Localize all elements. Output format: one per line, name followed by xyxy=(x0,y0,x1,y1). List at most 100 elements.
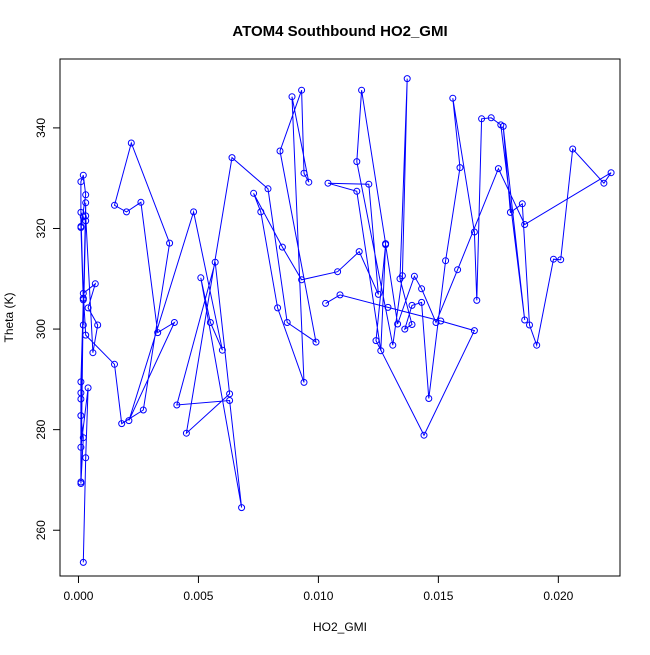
data-point xyxy=(123,208,130,216)
data-point xyxy=(77,208,85,216)
data-point xyxy=(170,319,178,326)
data-point xyxy=(396,275,404,283)
data-point xyxy=(478,115,486,123)
data-point xyxy=(89,349,97,357)
data-point xyxy=(384,303,392,311)
data-point xyxy=(111,201,118,209)
data-point xyxy=(111,360,118,368)
data-point xyxy=(518,200,526,208)
data-point xyxy=(82,217,90,225)
data-point xyxy=(228,154,236,162)
y-axis-label: Theta (K) xyxy=(2,292,16,342)
data-point xyxy=(118,420,126,428)
data-point xyxy=(312,338,320,346)
data-point xyxy=(298,276,306,284)
data-point xyxy=(494,165,502,173)
data-point xyxy=(257,208,265,216)
data-point xyxy=(288,93,296,101)
data-point xyxy=(408,301,416,309)
data-point xyxy=(274,304,282,312)
data-point xyxy=(322,299,330,307)
data-point xyxy=(394,320,402,328)
data-point xyxy=(334,268,342,276)
data-point xyxy=(374,290,382,298)
data-point xyxy=(300,169,308,177)
data-point xyxy=(401,325,409,333)
data-point xyxy=(420,431,428,439)
x-tick-label: 0.015 xyxy=(423,589,453,603)
data-point xyxy=(84,384,92,392)
data-point xyxy=(79,294,87,302)
data-point xyxy=(218,346,226,354)
data-point xyxy=(77,378,85,386)
data-point xyxy=(521,316,529,324)
series-line xyxy=(80,78,612,563)
data-point xyxy=(264,185,272,193)
data-point xyxy=(473,296,481,304)
data-point xyxy=(77,178,85,186)
data-point xyxy=(389,341,397,349)
data-point xyxy=(182,429,190,437)
data-point xyxy=(283,319,291,326)
data-point xyxy=(557,256,565,264)
y-axis: 260 280 300 320 340 xyxy=(34,118,61,540)
data-point xyxy=(79,289,87,297)
data-point xyxy=(94,321,102,329)
data-point xyxy=(377,347,385,355)
data-point xyxy=(137,198,145,206)
data-point xyxy=(77,412,85,420)
data-point xyxy=(77,389,85,397)
data-point xyxy=(607,169,615,177)
data-point xyxy=(336,291,344,299)
data-point xyxy=(77,478,85,486)
data-point xyxy=(190,208,198,216)
data-point xyxy=(403,75,411,83)
x-tick-label: 0.000 xyxy=(63,589,93,603)
data-point xyxy=(197,274,205,282)
x-axis: 0.000 0.005 0.010 0.015 0.020 xyxy=(63,575,574,603)
data-point xyxy=(418,285,426,293)
series-layer xyxy=(77,75,615,566)
data-point xyxy=(418,298,426,306)
data-point xyxy=(526,321,533,329)
data-point xyxy=(238,504,246,512)
y-tick-label: 300 xyxy=(34,319,48,339)
data-point xyxy=(206,319,214,326)
data-point xyxy=(425,395,433,402)
data-point xyxy=(82,454,90,462)
data-point xyxy=(437,317,445,325)
data-point xyxy=(79,171,87,179)
data-point xyxy=(456,164,464,172)
data-point xyxy=(432,319,440,326)
data-point xyxy=(487,114,495,122)
data-point xyxy=(154,329,162,337)
data-point xyxy=(79,321,87,329)
data-point xyxy=(276,147,284,155)
data-point xyxy=(353,158,361,166)
y-tick-label: 260 xyxy=(34,520,48,540)
data-point xyxy=(125,417,133,425)
data-point xyxy=(79,434,87,442)
data-point xyxy=(300,378,308,386)
data-point xyxy=(442,257,450,265)
data-point xyxy=(82,199,90,207)
data-point xyxy=(408,321,416,328)
data-point xyxy=(79,558,87,566)
data-point xyxy=(372,337,380,345)
data-point xyxy=(298,86,306,94)
data-point xyxy=(324,179,332,187)
data-point xyxy=(454,266,462,274)
data-point xyxy=(226,397,234,404)
data-point xyxy=(410,272,418,280)
data-point xyxy=(139,406,147,414)
data-point xyxy=(506,208,514,216)
data-point xyxy=(82,212,90,220)
x-axis-label: HO2_GMI xyxy=(313,620,367,634)
x-tick-label: 0.020 xyxy=(543,589,573,603)
data-point xyxy=(550,255,557,263)
data-point xyxy=(365,180,373,188)
data-point xyxy=(358,86,366,94)
data-point xyxy=(600,179,608,187)
